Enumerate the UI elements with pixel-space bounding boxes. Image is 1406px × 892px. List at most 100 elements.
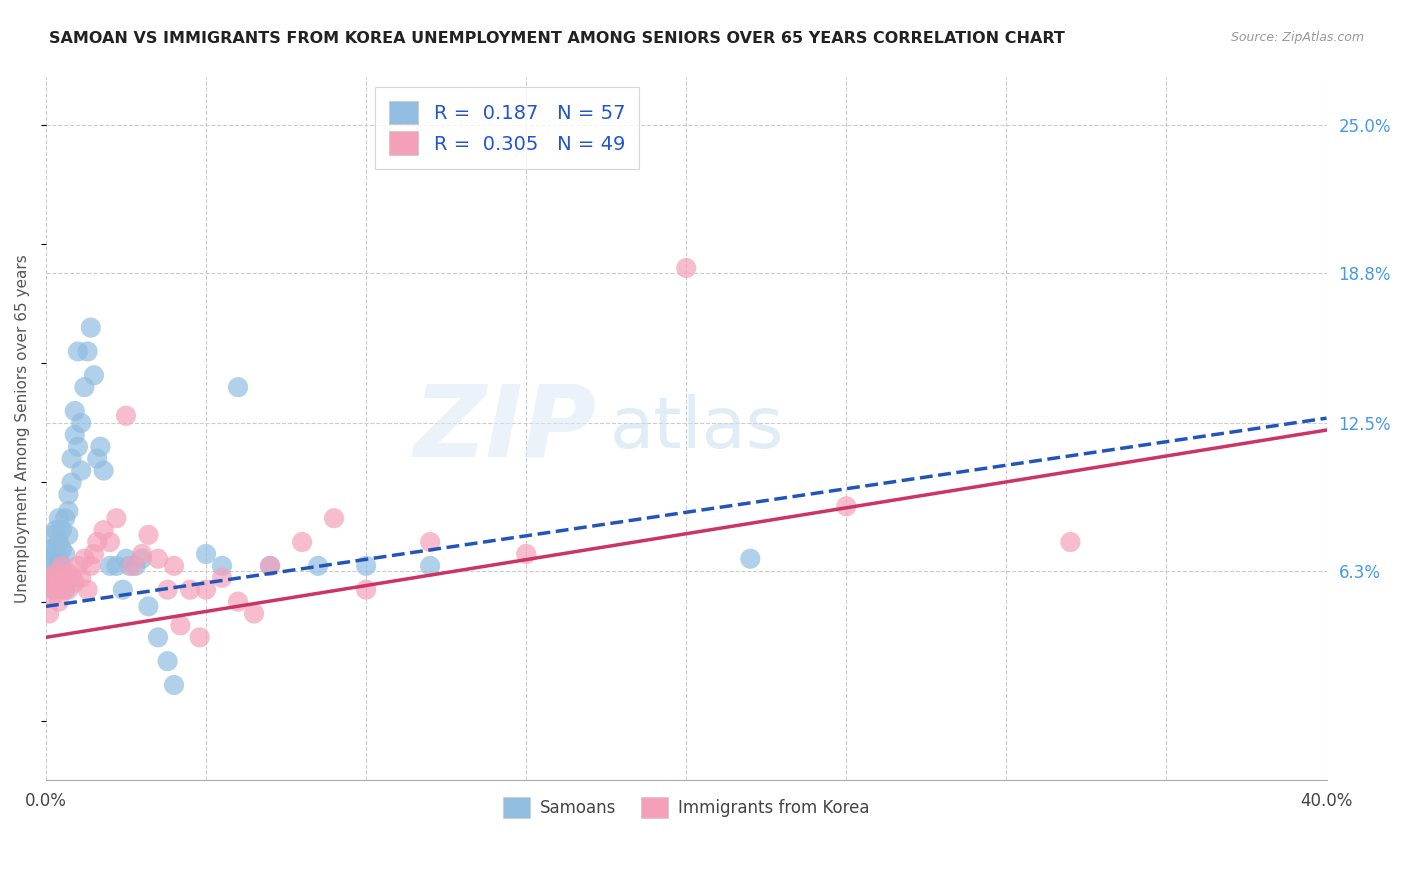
Point xyxy=(41,547,63,561)
Point xyxy=(41,571,63,585)
Legend: Samoans, Immigrants from Korea: Samoans, Immigrants from Korea xyxy=(496,790,876,825)
Point xyxy=(115,409,138,423)
Point xyxy=(211,558,233,573)
Point xyxy=(53,575,76,590)
Point xyxy=(58,582,80,597)
Point xyxy=(45,523,67,537)
Point xyxy=(45,542,67,557)
Point xyxy=(138,528,160,542)
Point xyxy=(45,582,67,597)
Point xyxy=(259,558,281,573)
Point xyxy=(195,547,218,561)
Point xyxy=(66,558,89,573)
Point xyxy=(156,654,179,668)
Point xyxy=(76,344,98,359)
Point xyxy=(243,607,266,621)
Point xyxy=(63,575,86,590)
Point xyxy=(146,631,169,645)
Point xyxy=(211,571,233,585)
Point xyxy=(38,542,60,557)
Point xyxy=(835,500,858,514)
Point xyxy=(58,566,80,580)
Point xyxy=(323,511,346,525)
Y-axis label: Unemployment Among Seniors over 65 years: Unemployment Among Seniors over 65 years xyxy=(15,254,30,603)
Point xyxy=(163,558,186,573)
Point xyxy=(53,571,76,585)
Point xyxy=(80,320,103,334)
Point xyxy=(86,451,108,466)
Point xyxy=(121,558,143,573)
Point xyxy=(48,551,70,566)
Point xyxy=(38,566,60,580)
Point xyxy=(291,535,314,549)
Point xyxy=(354,558,377,573)
Point xyxy=(70,571,93,585)
Point xyxy=(51,542,73,557)
Point xyxy=(188,631,211,645)
Point xyxy=(70,416,93,430)
Point xyxy=(41,590,63,604)
Point xyxy=(51,523,73,537)
Point xyxy=(76,582,98,597)
Point xyxy=(419,558,441,573)
Point xyxy=(163,678,186,692)
Point xyxy=(80,558,103,573)
Point xyxy=(515,547,537,561)
Point xyxy=(307,558,329,573)
Point xyxy=(53,547,76,561)
Point xyxy=(419,535,441,549)
Point xyxy=(60,571,83,585)
Point xyxy=(45,566,67,580)
Point xyxy=(41,571,63,585)
Point xyxy=(73,551,96,566)
Point xyxy=(226,594,249,608)
Point xyxy=(58,487,80,501)
Point xyxy=(195,582,218,597)
Point xyxy=(63,404,86,418)
Point xyxy=(115,551,138,566)
Point xyxy=(58,528,80,542)
Point xyxy=(98,535,121,549)
Point xyxy=(111,582,134,597)
Point xyxy=(83,368,105,383)
Text: ZIP: ZIP xyxy=(413,380,596,477)
Point xyxy=(86,535,108,549)
Point xyxy=(38,607,60,621)
Point xyxy=(53,582,76,597)
Point xyxy=(740,551,762,566)
Point xyxy=(156,582,179,597)
Text: atlas: atlas xyxy=(609,394,783,463)
Point xyxy=(48,511,70,525)
Point xyxy=(1059,535,1081,549)
Point xyxy=(93,464,115,478)
Point xyxy=(51,564,73,578)
Point xyxy=(89,440,111,454)
Text: SAMOAN VS IMMIGRANTS FROM KOREA UNEMPLOYMENT AMONG SENIORS OVER 65 YEARS CORRELA: SAMOAN VS IMMIGRANTS FROM KOREA UNEMPLOY… xyxy=(49,31,1066,46)
Point xyxy=(48,575,70,590)
Point xyxy=(53,511,76,525)
Point xyxy=(105,511,128,525)
Point xyxy=(73,380,96,394)
Point xyxy=(60,475,83,490)
Point xyxy=(146,551,169,566)
Point xyxy=(66,344,89,359)
Point xyxy=(226,380,249,394)
Point xyxy=(118,558,141,573)
Point xyxy=(38,575,60,590)
Point xyxy=(48,535,70,549)
Point xyxy=(105,558,128,573)
Point xyxy=(63,427,86,442)
Point xyxy=(45,575,67,590)
Point xyxy=(83,547,105,561)
Point xyxy=(38,554,60,568)
Point xyxy=(179,582,201,597)
Point xyxy=(93,523,115,537)
Point xyxy=(98,558,121,573)
Point xyxy=(41,528,63,542)
Point xyxy=(60,451,83,466)
Point xyxy=(51,582,73,597)
Point xyxy=(354,582,377,597)
Point xyxy=(51,558,73,573)
Point xyxy=(131,547,153,561)
Point xyxy=(124,558,146,573)
